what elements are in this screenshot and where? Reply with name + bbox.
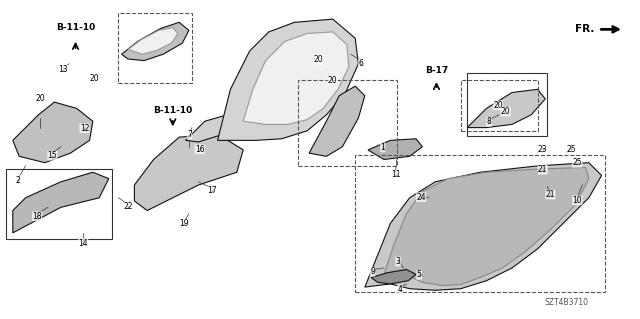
Text: 5: 5 <box>417 271 422 279</box>
Text: 20: 20 <box>314 56 324 64</box>
Text: 14: 14 <box>78 239 88 248</box>
Text: 18: 18 <box>33 212 42 221</box>
Bar <box>6 169 112 239</box>
Text: 23: 23 <box>538 145 548 154</box>
Polygon shape <box>384 167 589 286</box>
Bar <box>355 155 605 292</box>
Polygon shape <box>134 134 243 211</box>
Text: 15: 15 <box>47 151 58 160</box>
Text: B-11-10: B-11-10 <box>153 107 193 115</box>
Polygon shape <box>128 28 178 54</box>
Text: 4: 4 <box>397 285 403 294</box>
Text: 20: 20 <box>328 76 338 85</box>
Text: 10: 10 <box>572 196 582 205</box>
Text: 9: 9 <box>370 267 375 276</box>
Text: 13: 13 <box>58 65 68 74</box>
Polygon shape <box>218 19 358 140</box>
Text: FR.: FR. <box>575 24 594 34</box>
Polygon shape <box>13 172 109 233</box>
Text: 17: 17 <box>207 186 218 195</box>
Text: 1: 1 <box>380 143 385 152</box>
Text: 24: 24 <box>416 193 426 202</box>
Polygon shape <box>13 102 93 163</box>
Text: 20: 20 <box>35 94 45 103</box>
Text: 21: 21 <box>538 165 547 174</box>
Bar <box>467 73 547 136</box>
Polygon shape <box>309 86 365 156</box>
Text: 25: 25 <box>572 158 582 167</box>
Text: 2: 2 <box>15 176 20 185</box>
Text: 25: 25 <box>566 145 576 154</box>
Text: 11: 11 <box>391 170 400 179</box>
Polygon shape <box>467 89 545 128</box>
Bar <box>298 80 397 166</box>
Bar <box>461 80 538 131</box>
Polygon shape <box>371 270 416 284</box>
Text: 20: 20 <box>500 107 511 116</box>
Text: 19: 19 <box>179 219 189 228</box>
Text: 6: 6 <box>358 59 364 68</box>
Text: 16: 16 <box>195 145 205 154</box>
Text: 20: 20 <box>493 101 503 110</box>
Text: B-11-10: B-11-10 <box>56 23 95 32</box>
Text: 20: 20 <box>90 74 100 83</box>
Polygon shape <box>243 32 349 124</box>
Polygon shape <box>365 163 602 290</box>
Text: 22: 22 <box>124 202 132 211</box>
Text: 8: 8 <box>486 117 492 126</box>
Polygon shape <box>186 115 237 142</box>
Text: 21: 21 <box>546 190 555 199</box>
Polygon shape <box>368 139 422 160</box>
Polygon shape <box>122 22 189 61</box>
Bar <box>118 13 192 83</box>
Text: 3: 3 <box>396 257 401 266</box>
Text: SZT4B3710: SZT4B3710 <box>545 298 589 307</box>
Text: 7: 7 <box>187 130 192 139</box>
Text: 12: 12 <box>80 124 89 133</box>
Text: B-17: B-17 <box>425 66 448 75</box>
